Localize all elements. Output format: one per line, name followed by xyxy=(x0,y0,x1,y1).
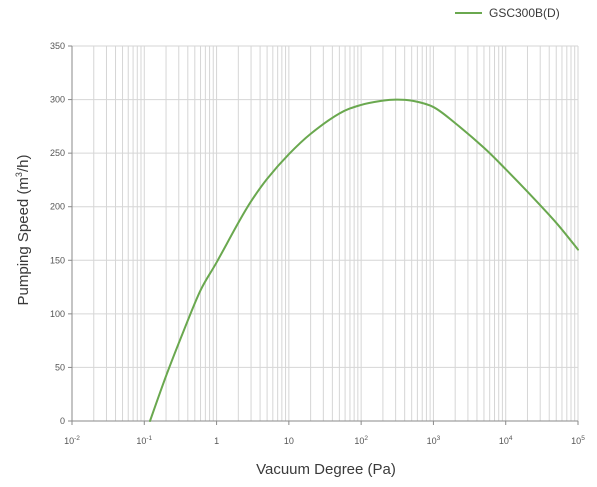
y-axis-label: Pumping Speed (m3/h) xyxy=(14,155,32,306)
y-tick-label: 300 xyxy=(50,95,65,105)
x-tick-label: 10-1 xyxy=(136,435,152,446)
x-tick-label: 102 xyxy=(354,435,368,446)
y-axis-label-unit: /h) xyxy=(15,155,32,173)
y-tick-label: 50 xyxy=(55,362,65,372)
x-tick-label: 105 xyxy=(571,435,585,446)
series-line-gsc300bd xyxy=(149,98,579,422)
x-tick-label: 1 xyxy=(214,436,219,446)
legend-label: GSC300B(D) xyxy=(489,6,560,20)
x-tick-label: 104 xyxy=(499,435,513,446)
grid xyxy=(71,45,579,422)
y-tick-label: 0 xyxy=(60,416,65,426)
y-tick-label: 200 xyxy=(50,202,65,212)
tick-labels: 0 50 100 150 200 250 300 350 10-2 10-1 1 10 102 103 10… xyxy=(50,41,585,446)
legend: GSC300B(D) xyxy=(455,6,560,20)
y-axis-label-superscript: 3 xyxy=(14,172,24,177)
series-layer xyxy=(149,98,579,422)
y-tick-label: 250 xyxy=(50,148,65,158)
axes xyxy=(68,45,579,425)
x-axis-label: Vacuum Degree (Pa) xyxy=(256,461,396,478)
y-axis-label-main: Pumping Speed (m xyxy=(15,177,32,305)
y-tick-label: 350 xyxy=(50,41,65,51)
x-tick-label: 103 xyxy=(427,435,441,446)
x-tick-label: 10 xyxy=(284,436,294,446)
y-tick-label: 150 xyxy=(50,255,65,265)
x-tick-label: 10-2 xyxy=(64,435,80,446)
y-tick-label: 100 xyxy=(50,309,65,319)
